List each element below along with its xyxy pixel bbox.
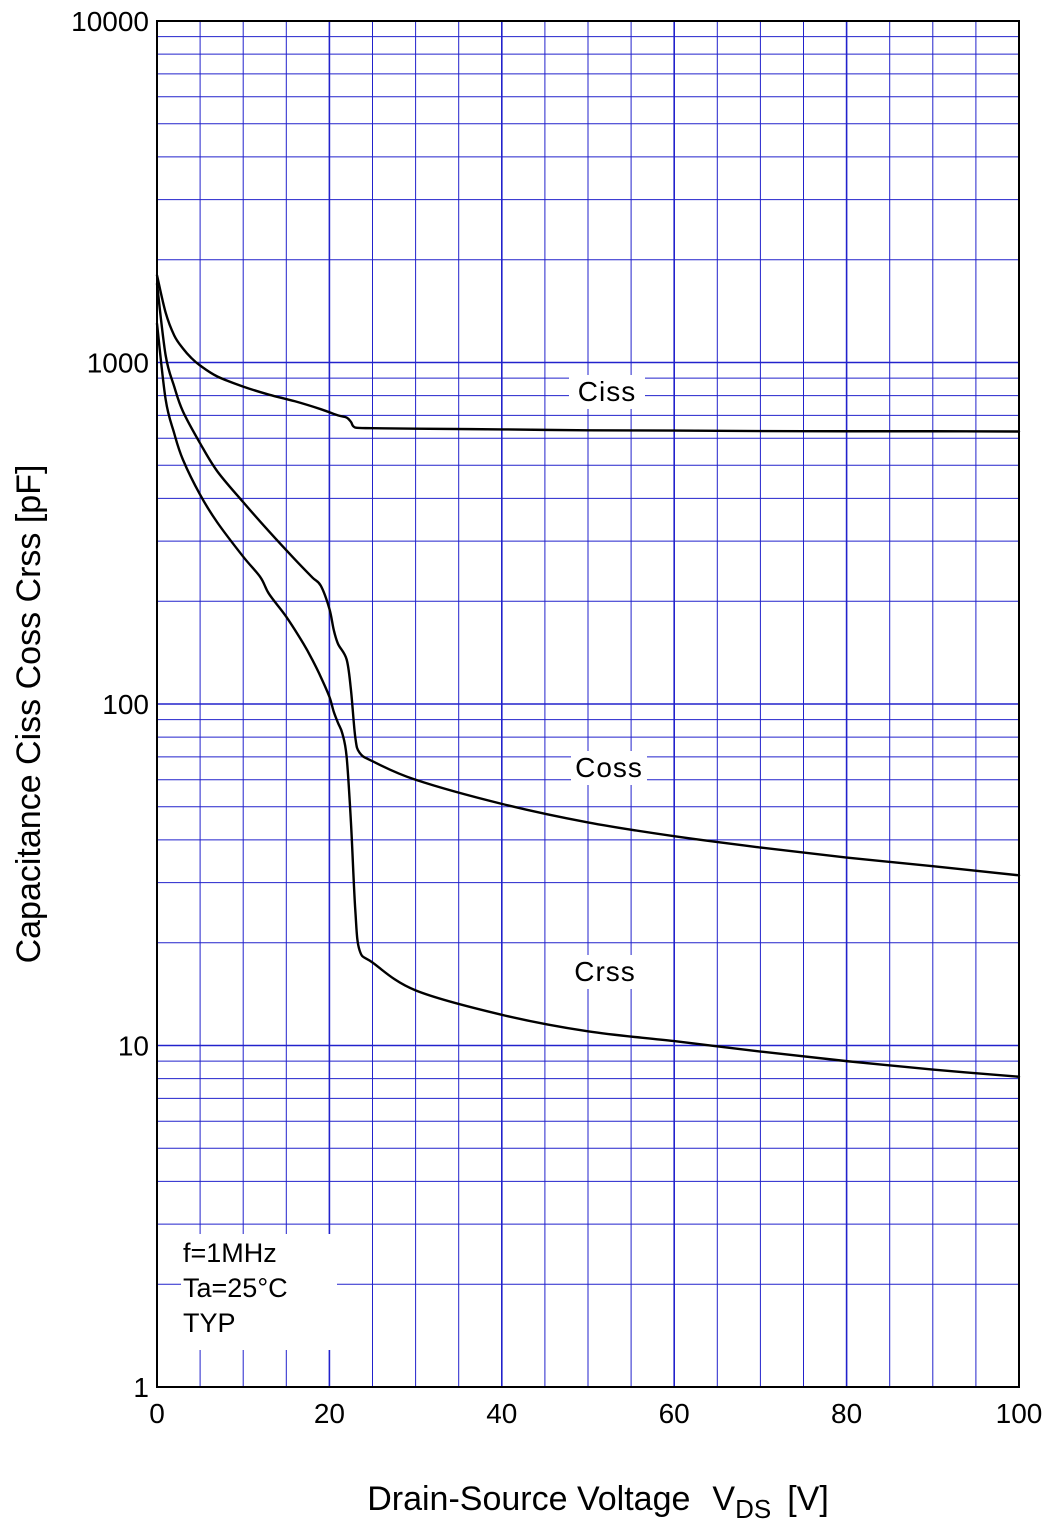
x-tick-label: 40 <box>486 1398 517 1429</box>
y-tick-label: 10 <box>118 1031 149 1062</box>
series-label-bg <box>567 955 643 989</box>
y-tick-label: 1000 <box>87 348 149 379</box>
condition-text: f=1MHz <box>183 1238 277 1268</box>
series-line-coss <box>155 282 1021 877</box>
series-label-coss: Coss <box>575 752 643 783</box>
x-tick-label: 20 <box>314 1398 345 1429</box>
x-axis-title-symbol: V <box>712 1480 735 1518</box>
x-tick-label: 60 <box>659 1398 690 1429</box>
x-axis-title-main: Drain-Source Voltage <box>367 1480 690 1518</box>
plot-frame <box>156 20 1020 1388</box>
y-tick-label: 100 <box>102 689 149 720</box>
x-axis-title-subscript: DS <box>735 1494 771 1522</box>
series-label-bg <box>569 375 645 409</box>
x-axis-title-unit: [V] <box>787 1480 829 1518</box>
condition-text: Ta=25°C <box>183 1273 288 1303</box>
series-line-crss <box>155 322 1021 1078</box>
conditions-bg <box>181 1234 337 1350</box>
x-axis-title: Drain-Source Voltage VDS [V] <box>367 1480 829 1522</box>
y-tick-label: 1 <box>133 1372 149 1403</box>
x-tick-label: 0 <box>149 1398 165 1429</box>
x-tick-label: 80 <box>831 1398 862 1429</box>
x-tick-label: 100 <box>996 1398 1043 1429</box>
series-label-ciss: Ciss <box>578 376 636 407</box>
condition-text: TYP <box>183 1308 236 1338</box>
series-label-crss: Crss <box>574 956 636 987</box>
y-axis-title: Capacitance Ciss Coss Crss [pF] <box>10 465 48 964</box>
series-line-ciss <box>155 274 1021 433</box>
y-tick-label: 10000 <box>71 6 149 37</box>
series-label-bg <box>571 751 647 785</box>
